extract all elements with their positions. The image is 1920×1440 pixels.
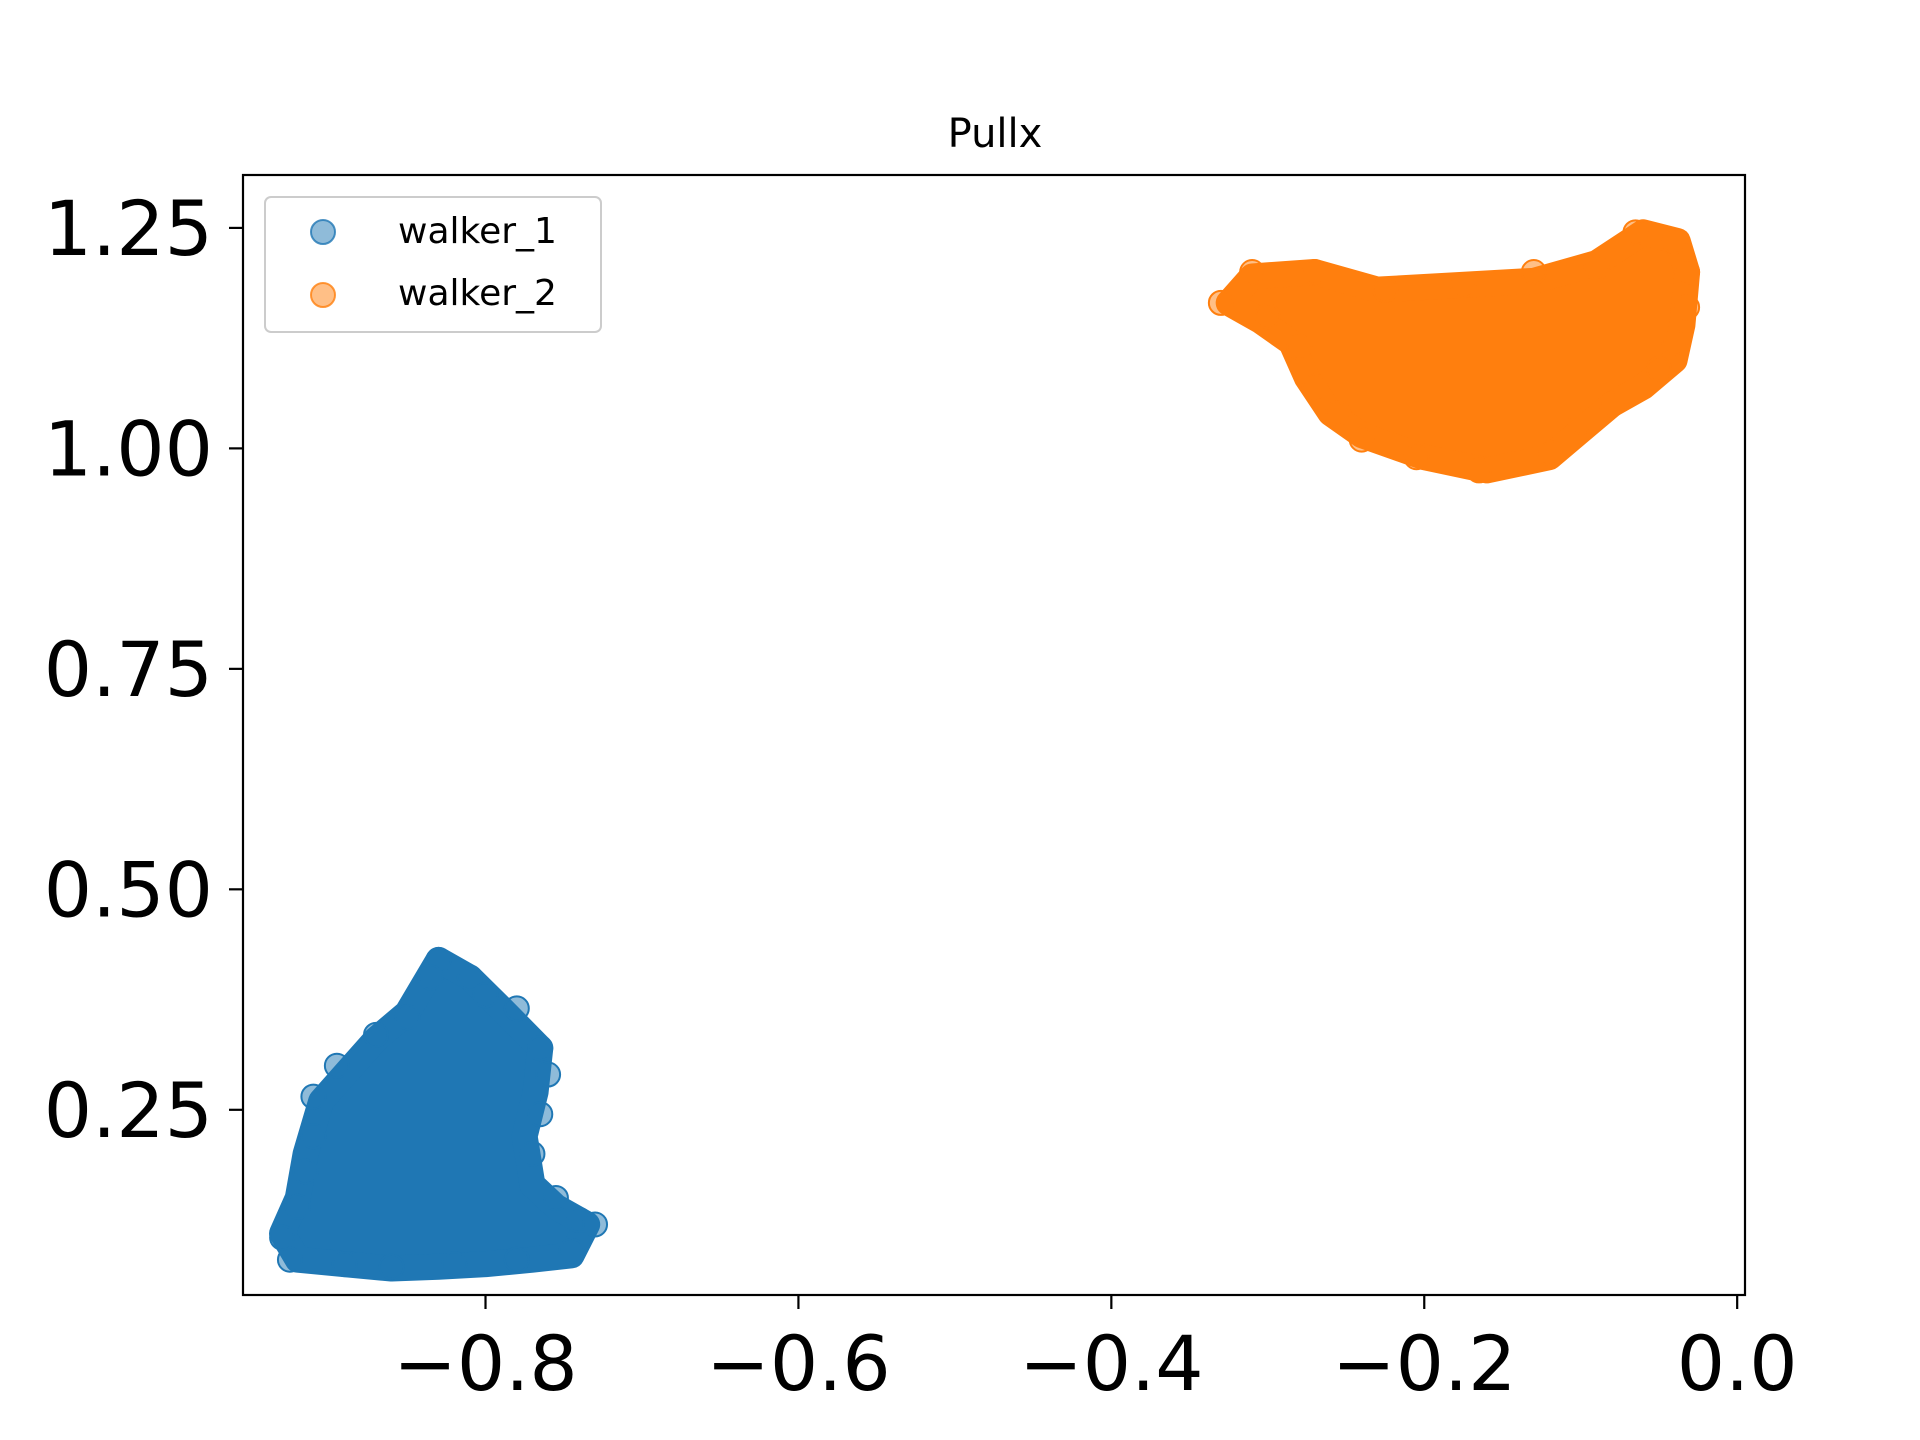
y-tick-label: 0.75 bbox=[44, 625, 213, 714]
scatter-point-walker_1-24 bbox=[362, 1021, 389, 1048]
scatter-point-walker_1-7 bbox=[527, 1101, 554, 1128]
x-tick-label: 0.0 bbox=[1677, 1319, 1798, 1408]
legend-label-walker-1: walker_1 bbox=[398, 211, 557, 252]
series-walker_2 bbox=[1207, 219, 1701, 484]
scatter-point-walker_2-16 bbox=[1466, 457, 1493, 484]
scatter-point-walker_1-19 bbox=[284, 1193, 311, 1220]
legend: walker_1 walker_2 bbox=[264, 196, 602, 333]
y-tick-label: 1.25 bbox=[44, 184, 213, 273]
legend-box bbox=[264, 196, 602, 333]
scatter-point-walker_2-14 bbox=[1567, 408, 1594, 435]
x-tick-label: −0.2 bbox=[1332, 1319, 1517, 1408]
scatter-point-walker_1-2 bbox=[456, 964, 483, 991]
scatter-point-walker_2-5 bbox=[1520, 259, 1547, 286]
series-walker_1 bbox=[269, 946, 609, 1282]
scatter-point-walker_1-17 bbox=[276, 1246, 303, 1273]
scatter-point-walker_1-21 bbox=[300, 1123, 327, 1150]
scatter-point-walker_2-12 bbox=[1645, 356, 1672, 383]
scatter-point-walker_1-1 bbox=[417, 964, 444, 991]
scatter-point-walker_1-4 bbox=[503, 995, 530, 1022]
scatter-point-walker_1-22 bbox=[300, 1083, 327, 1110]
scatter-point-walker_2-8 bbox=[1661, 228, 1688, 255]
scatter-point-walker_2-4 bbox=[1450, 272, 1477, 299]
scatter-point-walker_1-11 bbox=[582, 1211, 609, 1238]
y-tick-label: 0.50 bbox=[44, 845, 213, 934]
scatter-point-walker_1-12 bbox=[558, 1237, 585, 1264]
scatter-point-walker_2-10 bbox=[1674, 294, 1701, 321]
scatter-point-walker_2-20 bbox=[1301, 373, 1328, 400]
chart-title: Pullx bbox=[948, 111, 1043, 157]
scatter-point-walker_1-16 bbox=[331, 1251, 358, 1278]
scatter-point-walker_1-13 bbox=[503, 1246, 530, 1273]
scatter-point-walker_2-2 bbox=[1301, 259, 1328, 286]
legend-marker-walker-2 bbox=[310, 282, 336, 308]
scatter-point-walker_2-19 bbox=[1325, 400, 1352, 427]
x-tick-label: −0.8 bbox=[393, 1319, 578, 1408]
scatter-point-walker_1-23 bbox=[323, 1052, 350, 1079]
scatter-point-walker_1-6 bbox=[535, 1061, 562, 1088]
scatter-point-walker_1-15 bbox=[378, 1253, 405, 1280]
scatter-point-walker_2-1 bbox=[1239, 259, 1266, 286]
x-tick-label: −0.4 bbox=[1019, 1319, 1204, 1408]
scatter-point-walker_1-18 bbox=[269, 1224, 296, 1251]
scatter-point-walker_2-17 bbox=[1403, 444, 1430, 471]
scatter-point-walker_2-11 bbox=[1661, 329, 1688, 356]
scatter-point-walker_2-18 bbox=[1348, 426, 1375, 453]
x-tick-label: −0.6 bbox=[706, 1319, 891, 1408]
scatter-point-walker_1-8 bbox=[519, 1140, 546, 1167]
y-tick-label: 1.00 bbox=[44, 404, 213, 493]
scatter-point-walker_1-5 bbox=[527, 1035, 554, 1062]
y-tick-label: 0.25 bbox=[44, 1066, 213, 1155]
scatter-point-walker_2-22 bbox=[1254, 303, 1281, 330]
scatter-point-walker_2-21 bbox=[1286, 333, 1313, 360]
scatter-point-walker_1-20 bbox=[292, 1158, 319, 1185]
scatter-point-walker_1-14 bbox=[441, 1251, 468, 1278]
axis-layer: −0.8 −0.6 −0.4 −0.2 0.0 0.25 0.50 0.75 1.00 1.25 bbox=[44, 184, 1798, 1408]
scatter-point-walker_1-9 bbox=[542, 1184, 569, 1211]
legend-label-walker-2: walker_2 bbox=[398, 273, 557, 314]
scatter-point-walker_2-0 bbox=[1207, 289, 1234, 316]
series-layer bbox=[269, 219, 1701, 1282]
scatter-point-walker_2-3 bbox=[1372, 276, 1399, 303]
scatter-point-walker_2-13 bbox=[1599, 391, 1626, 418]
scatter-point-walker_2-7 bbox=[1622, 219, 1649, 246]
scatter-point-walker_1-25 bbox=[394, 1004, 421, 1031]
scatter-point-walker_1-3 bbox=[472, 982, 499, 1009]
scatter-point-walker_2-15 bbox=[1536, 439, 1563, 466]
scatter-point-walker_2-9 bbox=[1674, 259, 1701, 286]
plot-frame bbox=[241, 173, 1747, 1297]
legend-marker-walker-1 bbox=[310, 219, 336, 245]
scatter-point-walker_2-6 bbox=[1583, 254, 1610, 281]
